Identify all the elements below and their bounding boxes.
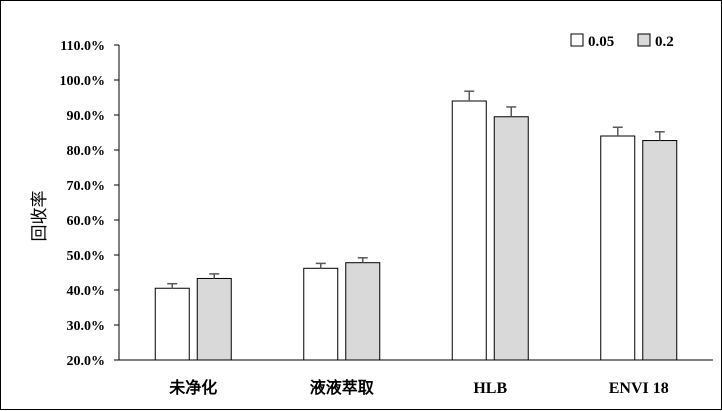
bar-1-0 <box>303 267 339 361</box>
y-axis: 20.0% 30.0% 40.0% 50.0% 60.0% 70.0% 80.0% 90.0%… <box>60 39 120 369</box>
bar-3-0 <box>600 135 636 361</box>
y-tick-label: 80.0% <box>67 144 106 159</box>
x-category-label: ENVI 18 <box>609 380 669 397</box>
x-category-label: HLB <box>473 380 507 397</box>
legend-swatch-0 <box>570 33 584 47</box>
bar-3-1 <box>642 140 678 361</box>
x-category-label: 未净化 <box>168 378 217 397</box>
legend-swatch-1 <box>637 33 651 47</box>
bar-0-1 <box>196 277 232 361</box>
y-tick-label: 90.0% <box>67 109 106 124</box>
y-tick-label: 110.0% <box>60 39 105 54</box>
legend: 0.05 0.2 <box>570 33 674 50</box>
y-tick-label: 20.0% <box>67 354 106 369</box>
x-axis: 未净化 液液萃取 HLB ENVI 18 <box>119 359 713 397</box>
y-tick-label: 100.0% <box>60 74 106 89</box>
y-axis-title: 回收率 <box>30 191 50 242</box>
bar-2-1 <box>493 116 529 361</box>
bar-2-0 <box>451 100 487 361</box>
x-category-label: 液液萃取 <box>310 378 374 397</box>
y-tick-label: 50.0% <box>67 249 106 264</box>
y-tick-label: 40.0% <box>67 284 106 299</box>
bar-0-0 <box>154 287 190 361</box>
bars <box>154 90 678 361</box>
y-tick-label: 70.0% <box>67 179 106 194</box>
bar-1-1 <box>345 262 381 361</box>
legend-label-1: 0.2 <box>655 34 674 50</box>
legend-label-0: 0.05 <box>588 34 614 50</box>
y-tick-label: 60.0% <box>67 214 106 229</box>
y-tick-label: 30.0% <box>67 319 106 334</box>
